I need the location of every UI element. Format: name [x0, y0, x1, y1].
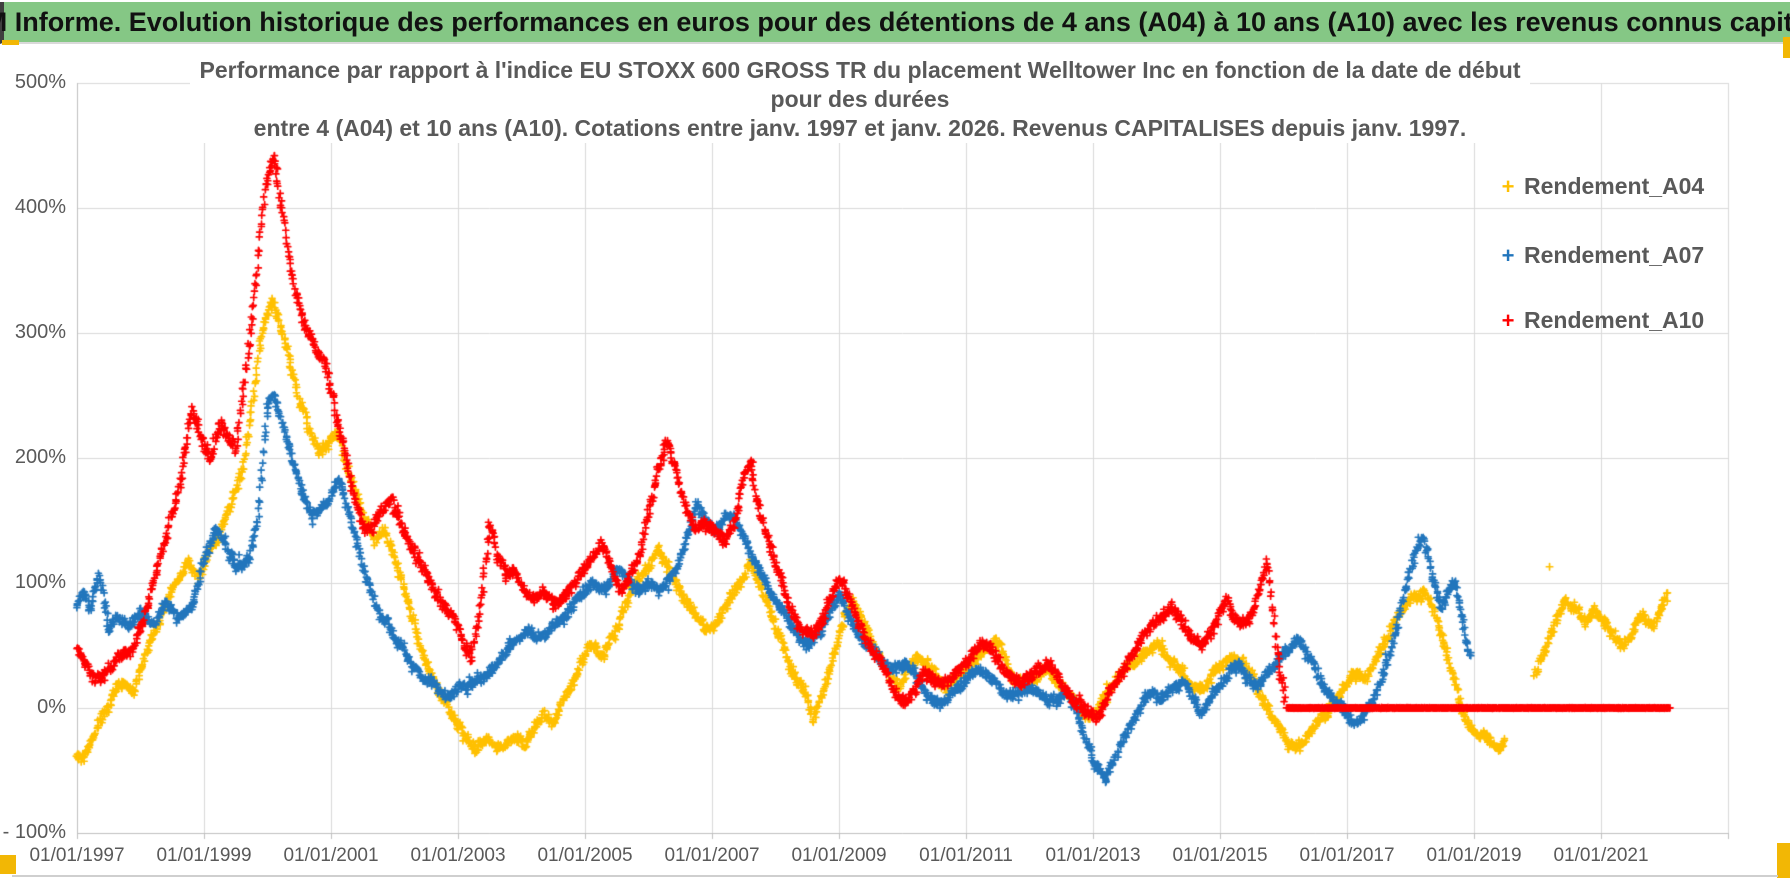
x-tick-label: 01/01/2017 — [1299, 845, 1395, 866]
legend-item: + Rendement_A04 — [1498, 173, 1705, 200]
plus-marker-icon: + — [1501, 173, 1515, 199]
y-tick-label: 0% — [37, 696, 66, 718]
x-tick-label: 01/01/2007 — [664, 845, 760, 866]
x-tick-label: 01/01/2009 — [791, 845, 887, 866]
y-tick-label: 200% — [14, 446, 66, 468]
x-tick-label: 01/01/2015 — [1172, 845, 1268, 866]
y-tick-label: 500% — [14, 71, 66, 93]
legend-label: Rendement_A07 — [1524, 242, 1705, 268]
x-tick-label: 01/01/1999 — [156, 845, 252, 866]
legend-item: + Rendement_A07 — [1498, 242, 1705, 269]
x-tick-label: 01/01/1997 — [29, 845, 125, 866]
y-tick-label: 400% — [14, 196, 66, 218]
x-tick-label: 01/01/2019 — [1426, 845, 1522, 866]
x-tick-label: 01/01/2003 — [410, 845, 506, 866]
x-tick-label: 01/01/2011 — [919, 845, 1013, 866]
x-tick-label: 01/01/2001 — [283, 845, 379, 866]
legend-label: Rendement_A10 — [1524, 307, 1705, 333]
x-tick-label: 01/01/2013 — [1045, 845, 1141, 866]
chart-title-line2: entre 4 (A04) et 10 ans (A10). Cotations… — [253, 115, 1467, 141]
x-tick-label: 01/01/2005 — [537, 845, 633, 866]
x-tick-label: 01/01/2021 — [1553, 845, 1649, 866]
y-tick-label: - 100% — [2, 821, 66, 843]
chart-title-line1: Performance par rapport à l'indice EU ST… — [199, 57, 1521, 112]
chart-title: Performance par rapport à l'indice EU ST… — [190, 56, 1530, 143]
y-tick-label: 300% — [14, 321, 66, 343]
plus-marker-icon: + — [1501, 307, 1515, 333]
plus-marker-icon: + — [1501, 242, 1515, 268]
legend-item: + Rendement_A10 — [1498, 307, 1705, 334]
legend-label: Rendement_A04 — [1524, 173, 1705, 199]
y-tick-label: 100% — [14, 571, 66, 593]
